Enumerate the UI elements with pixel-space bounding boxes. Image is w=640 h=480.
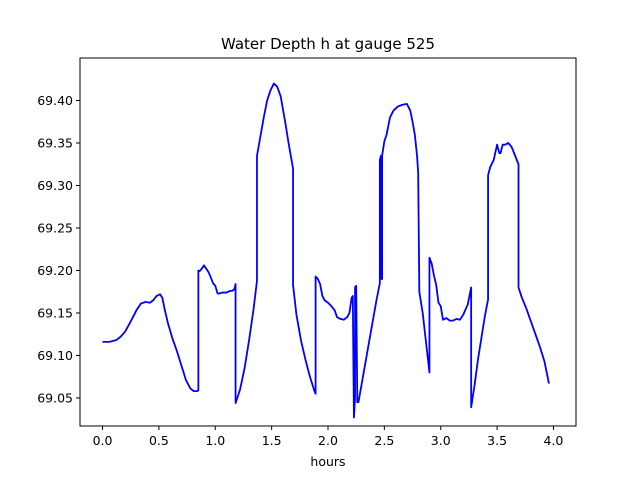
y-tick-label: 69.25 xyxy=(37,220,73,235)
series-line-0 xyxy=(102,82,550,419)
chart-title: Water Depth h at gauge 525 xyxy=(221,35,435,53)
x-axis: 0.0 0.5 1.0 1.5 2.0 2.5 3.0 3.5 4.0 xyxy=(93,426,564,448)
x-tick-label: 2.5 xyxy=(374,433,394,448)
y-tick-label: 69.15 xyxy=(37,305,73,320)
y-axis: 69.05 69.10 69.15 69.20 69.25 69.30 69.35 69.40 xyxy=(37,93,80,405)
y-tick-label: 69.05 xyxy=(37,390,73,405)
y-tick-label: 69.20 xyxy=(37,263,73,278)
y-tick-label: 69.35 xyxy=(37,135,73,150)
x-axis-label: hours xyxy=(310,454,345,469)
x-tick-label: 3.0 xyxy=(431,433,451,448)
y-tick-label: 69.10 xyxy=(37,348,73,363)
x-tick-label: 2.0 xyxy=(318,433,338,448)
x-tick-label: 4.0 xyxy=(544,433,564,448)
x-tick-label: 0.5 xyxy=(149,433,169,448)
x-tick-label: 1.5 xyxy=(262,433,282,448)
x-tick-label: 1.0 xyxy=(205,433,225,448)
x-tick-label: 0.0 xyxy=(93,433,113,448)
y-tick-label: 69.30 xyxy=(37,178,73,193)
x-tick-label: 3.5 xyxy=(487,433,507,448)
y-tick-label: 69.40 xyxy=(37,93,73,108)
plot-series xyxy=(102,82,550,419)
